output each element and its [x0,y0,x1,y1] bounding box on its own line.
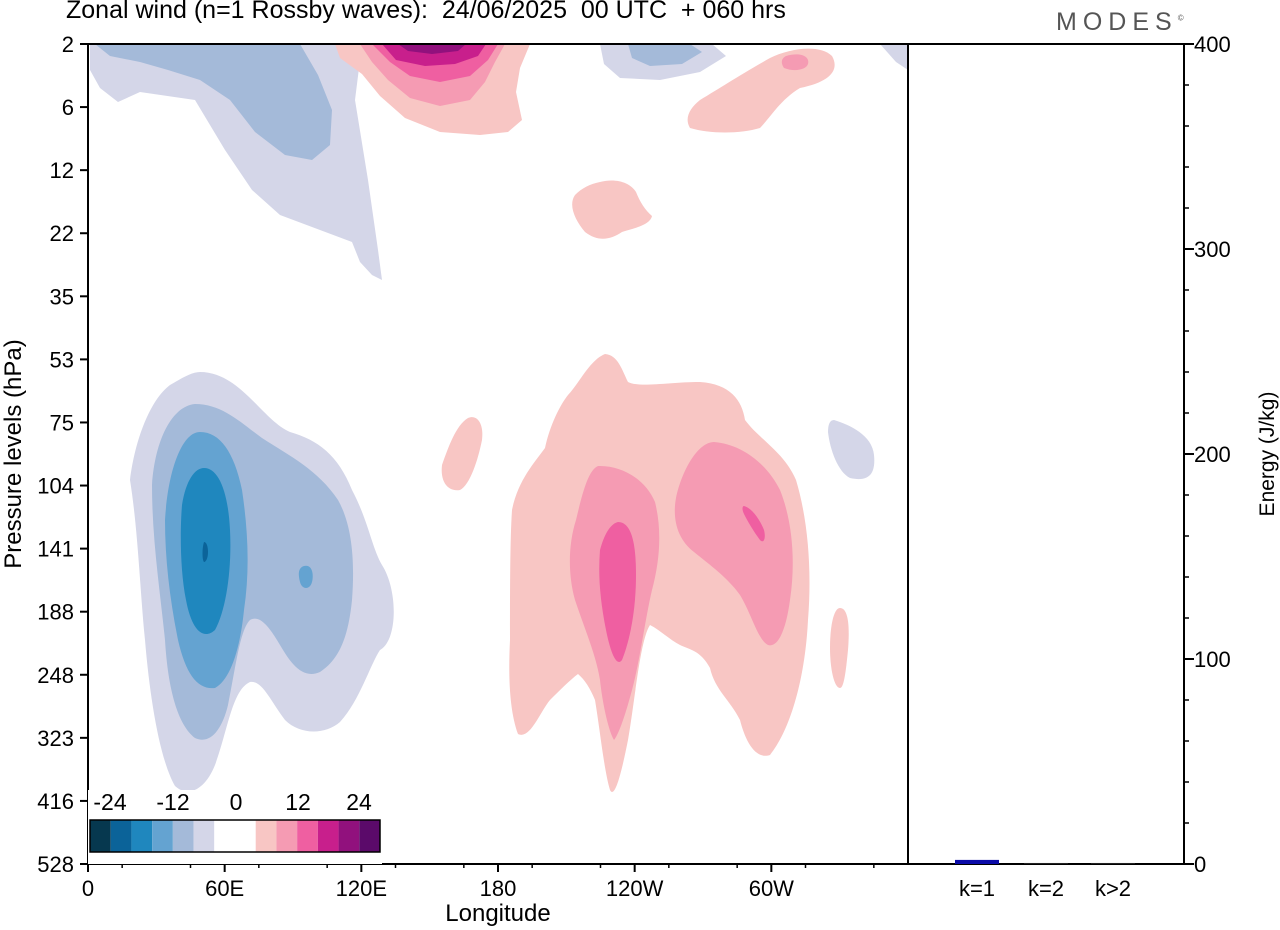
contour-neg-5 [880,44,908,70]
energy-tick-label: 200 [1194,442,1231,467]
y-tick-label: 75 [50,410,74,435]
colorbar-swatch [235,820,256,852]
colorbar-label: -24 [93,789,126,815]
colorbar-label: 24 [346,789,372,815]
colorbar-swatch [255,820,277,852]
x-tick-label: 120W [606,876,664,901]
colorbar-border [89,819,381,853]
contour-neg-11 [298,565,313,588]
x-tick-label: 120E [336,876,387,901]
colorbar-swatch [297,820,318,852]
y-tick-label: 141 [37,537,74,562]
colorbar-swatch [193,820,215,852]
y-axis-label: Pressure levels (hPa) [0,339,27,568]
energy-bar-label: k>2 [1095,876,1131,901]
y-tick-label: 2 [62,32,74,57]
energy-axis-label: Energy (J/kg) [1256,392,1279,517]
energy-bar-label: k=1 [959,876,995,901]
contour-pos-13 [599,522,636,662]
colorbar-label: -12 [156,789,189,815]
energy-tick-label: 300 [1194,237,1231,262]
energy-bar-k=1 [955,859,999,864]
colorbar-swatch [131,820,153,852]
energy-tick-label: 0 [1194,852,1206,877]
energy-tick-label: 400 [1194,32,1231,57]
contour-pos-7 [781,54,809,71]
contour-neg-2 [95,44,332,160]
contour-pos-8 [572,180,652,239]
energy-bar-k=2 [1024,862,1068,864]
colorbar-swatch [317,820,339,852]
contour-pos-15 [742,506,765,542]
x-tick-label: 60W [749,876,794,901]
x-tick-label: 60E [205,876,244,901]
colorbar-swatch [152,820,173,852]
x-axis-ticks: 0 60E 120E 180 120W 60W [82,864,875,901]
energy-axis-ticks: 0 100 200 300 400 [1184,32,1231,877]
x-tick-label: 0 [82,876,94,901]
brand-logo: MODES© [1056,8,1184,37]
colorbar-swatch [214,820,235,852]
contour-pos-14 [674,442,793,646]
y-tick-label: 248 [37,663,74,688]
y-tick-label: 188 [37,600,74,625]
energy-bar-label: k=2 [1028,876,1064,901]
x-axis-label: Longitude [445,900,550,927]
y-axis-ticks: 2 6 12 22 35 53 75 104 141 188 248 323 416 528 [37,32,88,877]
contour-pos-10 [441,417,483,491]
y-tick-label: 323 [37,726,74,751]
colorbar-swatch [110,820,132,852]
contour-pos-5 [398,44,466,54]
colorbar-swatch [338,820,360,852]
energy-tick-label: 100 [1194,647,1231,672]
colorbar-swatch [276,820,298,852]
colorbar-label: 12 [285,789,311,815]
colorbar-swatch [90,820,111,852]
chart-title: Zonal wind (n=1 Rossby waves): 24/06/202… [66,0,786,24]
y-tick-label: 528 [37,852,74,877]
y-tick-label: 53 [50,347,74,372]
x-tick-label: 180 [480,876,517,901]
y-tick-label: 104 [37,474,74,499]
contour-neg-10 [202,542,208,562]
y-tick-label: 22 [50,221,74,246]
y-tick-label: 6 [62,95,74,120]
colorbar-legend: -24 -12 0 12 24 [88,789,382,864]
y-tick-label: 12 [50,158,74,183]
brand-mark: © [1177,13,1184,23]
y-tick-label: 35 [50,284,74,309]
colorbar-swatch [172,820,194,852]
brand-name: MODES [1056,8,1178,36]
contour-neg-12 [828,420,875,480]
y-tick-label: 416 [37,789,74,814]
energy-bar-k>2 [1091,862,1135,864]
energy-panel-frame [907,43,1185,865]
contour-pos-11 [830,608,849,688]
contour-field [90,44,908,864]
colorbar-swatch [359,820,380,852]
energy-bars: k=1 k=2 k>2 [955,859,1135,901]
contour-neg-4 [628,44,702,66]
colorbar-label: 0 [230,789,243,815]
